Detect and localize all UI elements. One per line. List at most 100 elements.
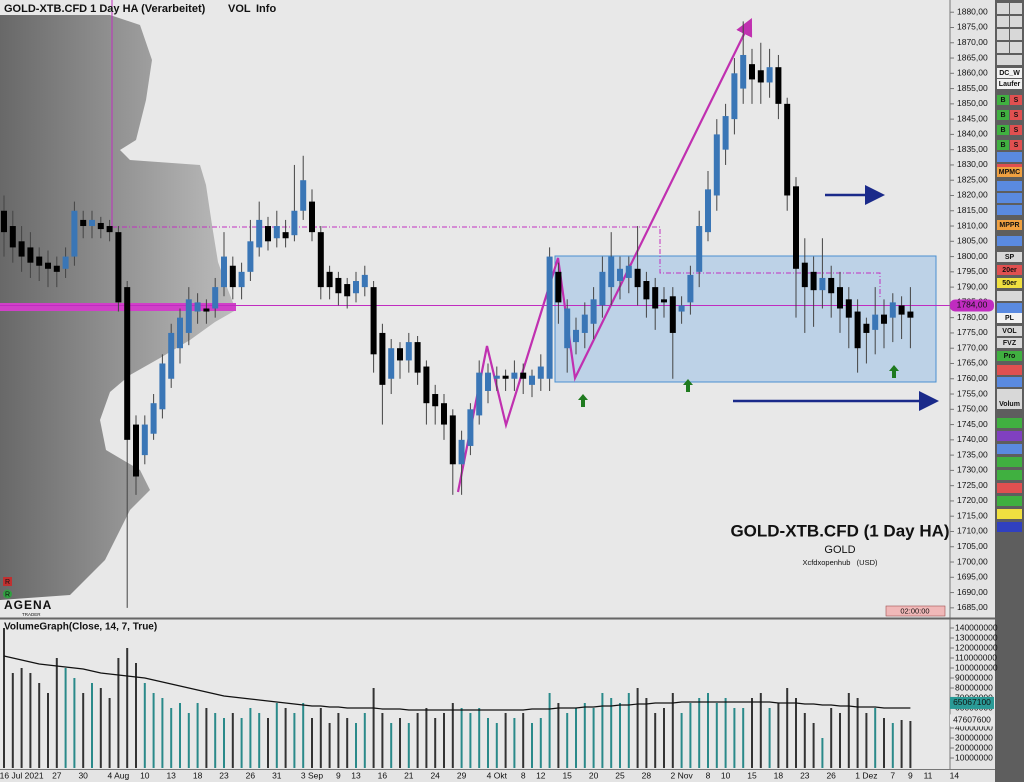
tool-button[interactable] [1010,140,1022,150]
tool-button[interactable] [997,152,1022,162]
tool-button-label[interactable]: SP [1005,254,1015,261]
tool-button[interactable] [997,470,1022,480]
icon-box[interactable] [3,589,12,599]
tool-button[interactable] [997,265,1022,275]
tool-button[interactable] [997,418,1022,428]
y-tick-label: 1695,00 [957,572,988,582]
candle-body [397,348,403,361]
volume-bar [795,698,797,768]
tool-button[interactable] [997,365,1022,375]
x-tick-label: 13 [166,770,176,780]
tool-button[interactable] [997,338,1022,348]
volume-bar [619,703,621,768]
tool-button-label[interactable]: Laufer [999,81,1021,88]
icon-box[interactable] [3,577,12,586]
tool-button[interactable] [997,483,1022,493]
tool-button[interactable] [997,377,1022,387]
candle-body [36,256,43,266]
x-tick-label: 23 [800,770,810,780]
tool-button-label[interactable]: FVZ [1003,340,1017,347]
tool-button[interactable] [997,431,1022,441]
tool-button[interactable] [997,351,1022,361]
tool-button[interactable] [997,313,1022,323]
tool-button[interactable] [997,193,1022,203]
tool-button[interactable] [1010,16,1022,27]
tool-button[interactable] [997,55,1022,65]
tool-button[interactable] [1010,125,1022,135]
tool-button[interactable] [997,16,1009,27]
tool-button[interactable] [997,68,1022,78]
header-item[interactable]: VOL [228,3,251,15]
tool-button[interactable] [997,181,1022,191]
x-tick-label: 30 [78,770,88,780]
tool-button[interactable] [997,140,1009,150]
volume-bar [381,713,384,768]
tool-button-label[interactable]: S [1014,97,1019,104]
tool-button-label[interactable]: B [1000,112,1005,119]
y-tick-label: 1875,00 [957,22,988,32]
tool-button[interactable] [997,444,1022,454]
volume-bar [909,721,912,768]
tool-button[interactable] [997,252,1022,262]
tool-button[interactable] [997,496,1022,506]
tool-button[interactable] [997,278,1022,288]
tool-button-label[interactable]: S [1014,112,1019,119]
tool-button-label[interactable]: MPMC [999,169,1020,176]
tool-button[interactable] [997,389,1022,399]
tool-button-label[interactable]: S [1014,127,1019,134]
tool-button[interactable] [997,236,1022,246]
tool-button-label[interactable]: 50er [1002,280,1017,287]
candle-body [441,403,447,425]
icon-label[interactable]: R [5,591,10,598]
tool-button-label[interactable]: S [1014,142,1019,149]
tool-button[interactable] [997,291,1022,301]
volume-bar [179,703,181,768]
candle-body [837,287,843,309]
x-tick-label: 16 Jul 2021 [0,770,44,780]
tool-button-label[interactable]: 20er [1002,267,1017,274]
tool-button[interactable] [997,205,1022,215]
tool-button-label[interactable]: Volum [999,401,1020,408]
tool-button[interactable] [997,125,1009,135]
tool-button[interactable] [997,457,1022,467]
tool-button-label[interactable]: B [1000,97,1005,104]
tool-button[interactable] [1010,95,1022,105]
tool-button-label[interactable]: PL [1005,315,1015,322]
tool-button[interactable] [997,95,1009,105]
tool-button[interactable] [997,29,1009,40]
candle-body [740,54,747,89]
tool-button[interactable] [997,3,1009,14]
candle-body [625,265,632,278]
tool-button[interactable] [997,522,1022,532]
tool-button-label[interactable]: VOL [1002,328,1017,335]
tool-button[interactable] [1010,110,1022,120]
icon-label[interactable]: R [5,579,10,586]
candle-body [212,287,219,309]
tool-button-label[interactable]: B [1000,142,1005,149]
tool-button[interactable] [997,167,1022,177]
tool-button-label[interactable]: MPPR [999,222,1019,229]
tool-button[interactable] [997,509,1022,519]
tool-button-label[interactable]: B [1000,127,1005,134]
tool-button[interactable] [997,42,1009,53]
tool-button[interactable] [997,110,1009,120]
header-item[interactable]: Info [256,3,276,15]
candle-body [150,403,157,434]
candle-body [889,302,896,318]
candle-body [71,210,78,257]
tool-button-label[interactable]: Pro [1004,353,1016,360]
tool-button[interactable] [1010,29,1022,40]
candle-body [124,287,131,440]
candle-body [599,271,606,306]
tool-button[interactable] [997,326,1022,336]
tool-button[interactable] [997,303,1022,313]
candle-body [810,271,817,291]
candle-body [766,67,773,83]
volume-bar [91,683,93,768]
tool-button[interactable] [1010,42,1022,53]
tool-button[interactable] [997,399,1022,409]
tool-button-label[interactable]: DC_W [999,70,1020,77]
tool-button[interactable] [997,79,1022,89]
tool-button[interactable] [1010,3,1022,14]
tool-button[interactable] [997,220,1022,230]
